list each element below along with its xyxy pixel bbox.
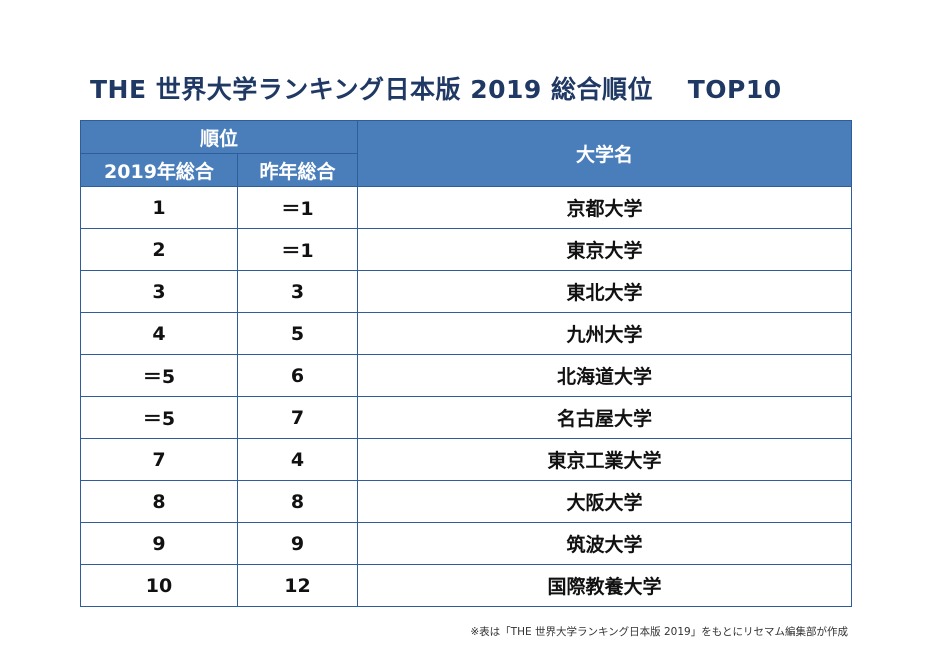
table-row: ＝5 6 北海道大学 (80, 354, 853, 397)
header-university: 大学名 (357, 120, 853, 187)
cell-rank-prev: ＝1 (236, 228, 359, 271)
cell-rank-2019: 7 (80, 438, 238, 481)
cell-rank-prev: 4 (236, 438, 359, 481)
cell-rank-prev: 7 (236, 396, 359, 439)
table-row: 7 4 東京工業大学 (80, 438, 853, 481)
cell-rank-2019: 2 (80, 228, 238, 271)
cell-university: 東北大学 (357, 270, 853, 313)
cell-rank-2019: 9 (80, 522, 238, 565)
header-rank-prev: 昨年総合 (236, 153, 359, 187)
table-row: 3 3 東北大学 (80, 270, 853, 313)
cell-university: 九州大学 (357, 312, 853, 355)
cell-rank-prev: ＝1 (236, 186, 359, 229)
table-row: 2 ＝1 東京大学 (80, 228, 853, 271)
table-row: 1 ＝1 京都大学 (80, 186, 853, 229)
cell-rank-prev: 12 (236, 564, 359, 607)
header-rank-group: 順位 (79, 120, 359, 154)
table-row: 4 5 九州大学 (80, 312, 853, 355)
cell-university: 大阪大学 (357, 480, 853, 523)
table-row: 10 12 国際教養大学 (80, 564, 853, 607)
cell-university: 北海道大学 (357, 354, 853, 397)
cell-rank-prev: 8 (236, 480, 359, 523)
header-rank-2019: 2019年総合 (80, 153, 238, 187)
cell-university: 京都大学 (357, 186, 853, 229)
cell-university: 国際教養大学 (357, 564, 853, 607)
cell-rank-prev: 3 (236, 270, 359, 313)
page-title: THE 世界大学ランキング日本版 2019 総合順位 TOP10 (90, 75, 782, 104)
cell-university: 東京工業大学 (357, 438, 853, 481)
cell-rank-2019: 8 (80, 480, 238, 523)
cell-university: 名古屋大学 (357, 396, 853, 439)
source-footnote: ※表は「THE 世界大学ランキング日本版 2019」をもとにリセマム編集部が作成 (470, 626, 848, 638)
cell-rank-2019: 1 (80, 186, 238, 229)
cell-rank-2019: 10 (80, 564, 238, 607)
ranking-table: 順位 大学名 2019年総合 昨年総合 1 ＝1 京都大学 2 ＝1 東京大学 … (79, 120, 853, 607)
table-row: ＝5 7 名古屋大学 (80, 396, 853, 439)
cell-rank-2019: ＝5 (80, 354, 238, 397)
cell-rank-prev: 5 (236, 312, 359, 355)
cell-rank-2019: ＝5 (80, 396, 238, 439)
cell-university: 東京大学 (357, 228, 853, 271)
cell-rank-2019: 4 (80, 312, 238, 355)
cell-university: 筑波大学 (357, 522, 853, 565)
table-row: 9 9 筑波大学 (80, 522, 853, 565)
table-row: 8 8 大阪大学 (80, 480, 853, 523)
cell-rank-prev: 9 (236, 522, 359, 565)
cell-rank-2019: 3 (80, 270, 238, 313)
cell-rank-prev: 6 (236, 354, 359, 397)
